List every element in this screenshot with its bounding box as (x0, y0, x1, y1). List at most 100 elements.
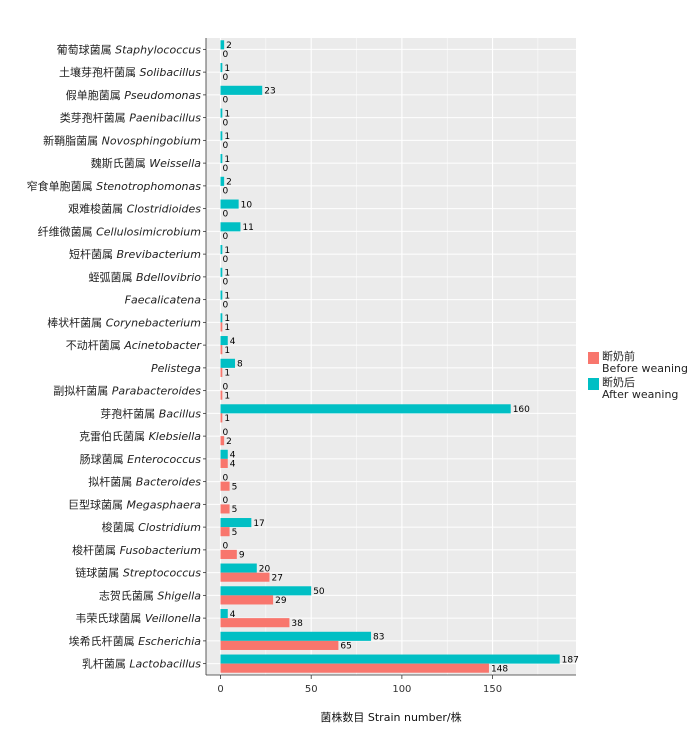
category-label-zh: 韦荣氏球菌属 (75, 611, 145, 625)
legend-label-zh: 断奶后 (602, 375, 635, 389)
category-label-latin: Staphylococcus (115, 43, 201, 56)
category-label-latin: Pseudomonas (124, 89, 201, 102)
data-label-before-weaning: 0 (223, 187, 229, 197)
bar-after-weaning (220, 518, 252, 528)
category-label-latin: Corynebacterium (106, 316, 201, 329)
category-label-latin: Veillonella (145, 612, 201, 625)
data-label-before-weaning: 148 (491, 664, 508, 674)
category-label: 乳杆菌属 Lactobacillus (82, 657, 201, 671)
data-label-before-weaning: 0 (223, 73, 229, 83)
bar-before-weaning (220, 504, 230, 514)
category-label: 链球菌属 Streptococcus (75, 566, 201, 580)
x-tick-label: 50 (305, 684, 318, 695)
category-label: 梭菌属 Clostridium (102, 520, 201, 534)
data-label-before-weaning: 0 (223, 141, 229, 151)
data-label-before-weaning: 5 (232, 482, 238, 492)
data-label-after-weaning: 0 (223, 542, 229, 552)
category-label: 艰难梭菌属 Clostridioides (68, 202, 201, 216)
data-label-after-weaning: 0 (223, 428, 229, 438)
category-label-zh: 不动杆菌属 (66, 338, 125, 352)
category-label-latin: Klebsiella (149, 430, 202, 443)
bar-after-weaning (220, 449, 228, 459)
bar-before-weaning (220, 640, 339, 650)
data-label-before-weaning: 1 (224, 414, 230, 424)
category-label-zh: 埃希氏杆菌属 (69, 634, 139, 648)
data-label-after-weaning: 187 (562, 655, 579, 665)
bar-after-weaning (220, 267, 223, 277)
category-label-latin: Clostridium (138, 521, 201, 534)
category-label: 埃希氏杆菌属 Escherichia (69, 634, 202, 648)
data-label-after-weaning: 1 (224, 109, 230, 119)
data-label-after-weaning: 23 (264, 87, 275, 97)
data-label-after-weaning: 0 (223, 473, 229, 483)
category-label-latin: Bacteroides (136, 476, 201, 489)
category-label-latin: Solibacillus (140, 66, 202, 79)
category-label-zh: 克雷伯氏菌属 (79, 429, 149, 443)
category-label-latin: Stenotrophomonas (96, 180, 201, 193)
category-label-zh: 窄食单胞菌属 (27, 179, 97, 193)
legend-label-zh: 断奶前 (602, 349, 635, 363)
bar-after-weaning (220, 336, 228, 346)
category-label-latin: Parabacteroides (112, 385, 202, 398)
bar-before-weaning (220, 549, 237, 559)
data-label-after-weaning: 83 (373, 633, 384, 643)
category-label-latin: Faecalicatena (125, 294, 202, 307)
data-label-before-weaning: 38 (291, 619, 303, 629)
category-label-zh: 短杆菌属 (69, 247, 117, 261)
category-label-zh: 棒状杆菌属 (47, 315, 106, 329)
category-label-zh: 芽孢杆菌属 (100, 406, 159, 420)
category-label-zh: 链球菌属 (75, 566, 123, 580)
data-label-after-weaning: 17 (253, 519, 264, 529)
category-label-zh: 蛭弧菌属 (89, 270, 137, 284)
category-label-latin: Bacillus (159, 407, 201, 420)
data-label-after-weaning: 1 (224, 269, 230, 279)
data-label-after-weaning: 1 (224, 246, 230, 256)
bar-before-weaning (220, 527, 230, 537)
bar-before-weaning (220, 345, 223, 355)
category-label-latin: Megasphaera (127, 498, 202, 511)
category-label: 土壤芽孢杆菌属 Solibacillus (59, 65, 201, 79)
category-label-latin: Lactobacillus (129, 658, 201, 671)
bar-after-weaning (220, 154, 223, 164)
category-label-zh: 土壤芽孢杆菌属 (59, 65, 140, 79)
category-label: 类芽孢杆菌属 Paenibacillus (60, 111, 202, 125)
legend-label-en: After weaning (602, 388, 678, 401)
bar-after-weaning (220, 40, 225, 50)
data-label-after-weaning: 10 (241, 200, 253, 210)
category-label-latin: Cellulosimicrobium (96, 225, 201, 238)
category-label: 克雷伯氏菌属 Klebsiella (79, 429, 201, 443)
data-label-before-weaning: 65 (340, 642, 351, 652)
category-label-zh: 新鞘脂菌属 (43, 133, 102, 147)
data-label-after-weaning: 4 (230, 337, 236, 347)
category-label-zh: 肠球菌属 (80, 452, 128, 466)
category-label-zh: 拟杆菌属 (88, 475, 136, 489)
bar-before-weaning (220, 322, 223, 332)
category-label-zh: 梭菌属 (102, 520, 139, 534)
bar-before-weaning (220, 390, 223, 400)
category-label: 肠球菌属 Enterococcus (80, 452, 202, 466)
data-label-after-weaning: 20 (259, 564, 271, 574)
bar-before-weaning (220, 367, 223, 377)
category-label: 短杆菌属 Brevibacterium (69, 247, 201, 261)
category-label-latin: Novosphingobium (102, 134, 201, 147)
data-label-before-weaning: 0 (223, 118, 229, 128)
x-tick-label: 150 (483, 684, 502, 695)
category-label: 葡萄球菌属 Staphylococcus (57, 42, 202, 56)
category-label-latin: Bdellovibrio (136, 271, 201, 284)
data-label-before-weaning: 0 (223, 278, 229, 288)
x-tick-label: 100 (392, 684, 411, 695)
data-label-after-weaning: 50 (313, 587, 325, 597)
bar-before-weaning (220, 572, 270, 582)
data-labels-group: 2010230101010201001101010101141810116010… (223, 41, 579, 674)
data-label-before-weaning: 9 (239, 551, 245, 561)
category-label: 魏斯氏菌属 Weissella (91, 156, 202, 170)
category-label-zh: 类芽孢杆菌属 (60, 111, 130, 125)
data-label-before-weaning: 1 (224, 391, 230, 401)
category-label-zh: 乳杆菌属 (82, 657, 130, 671)
category-label-zh: 魏斯氏菌属 (91, 156, 150, 170)
category-label: 拟杆菌属 Bacteroides (88, 475, 201, 489)
category-label-latin: Streptococcus (123, 567, 201, 580)
data-label-after-weaning: 1 (224, 64, 230, 74)
bar-after-weaning (220, 654, 560, 664)
category-label: 巨型球菌属 Megasphaera (68, 497, 201, 511)
